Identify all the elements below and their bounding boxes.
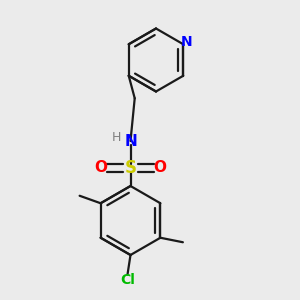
- Text: Cl: Cl: [120, 273, 135, 287]
- Text: N: N: [124, 134, 137, 148]
- Text: S: S: [124, 159, 136, 177]
- Text: O: O: [153, 160, 167, 175]
- Text: N: N: [181, 35, 193, 49]
- Text: O: O: [94, 160, 108, 175]
- Text: H: H: [111, 131, 121, 144]
